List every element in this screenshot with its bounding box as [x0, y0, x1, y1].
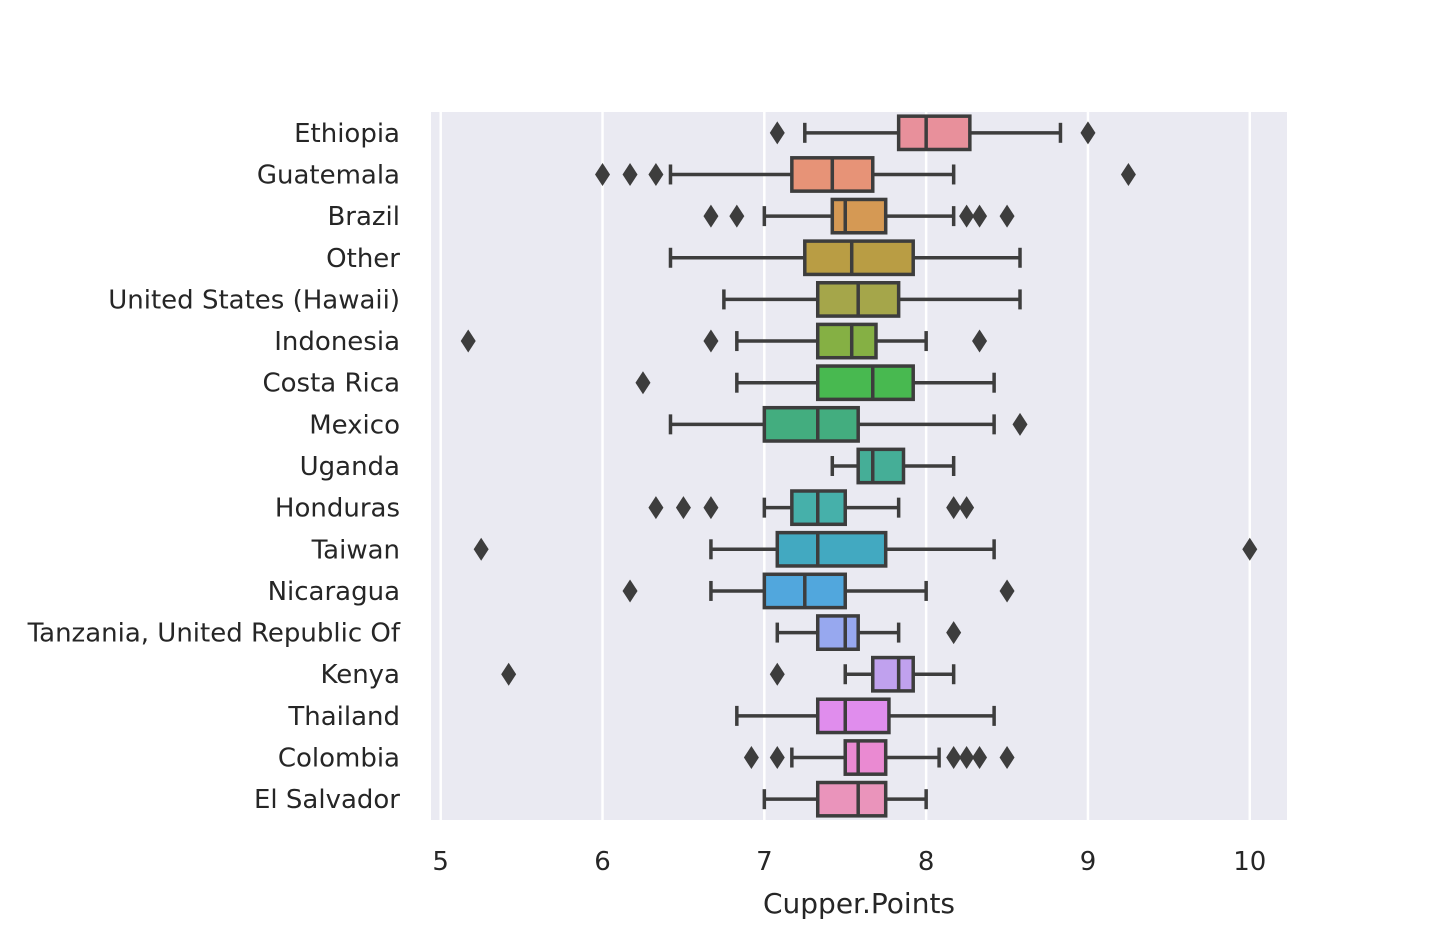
box-group [460, 322, 988, 360]
box-group [595, 156, 1136, 193]
outlier-point [1120, 162, 1136, 186]
outlier-point [501, 662, 517, 686]
iqr-box [856, 447, 906, 485]
outlier-point [622, 162, 638, 186]
outlier-point [769, 662, 785, 686]
y-category-label: Uganda [300, 452, 400, 482]
box-group [635, 364, 996, 402]
x-tick-labels: 5 6 7 8 9 10 [432, 847, 1266, 877]
outlier-point [999, 579, 1015, 603]
x-tick-label: 5 [432, 847, 449, 877]
outlier-point [703, 204, 719, 228]
box-group [775, 614, 962, 651]
iqr-box [871, 655, 915, 693]
outlier-point [460, 329, 476, 353]
y-category-label: Ethiopia [294, 119, 400, 149]
iqr-box [762, 405, 860, 443]
y-category-label: El Salvador [254, 785, 400, 815]
outlier-point [959, 204, 975, 228]
outlier-point [999, 746, 1015, 770]
y-category-label: Honduras [275, 494, 400, 524]
box-group [622, 572, 1015, 610]
y-category-label: Thailand [287, 702, 400, 732]
x-axis-title: Cupper.Points [763, 887, 955, 920]
y-category-labels: Ethiopia Guatemala Brazil Other United State… [27, 119, 401, 815]
outlier-point [769, 121, 785, 145]
outlier-point [743, 746, 759, 770]
box-group [648, 489, 975, 527]
outlier-point [703, 496, 719, 520]
y-category-label: Brazil [327, 202, 400, 232]
iqr-box [815, 697, 891, 735]
iqr-box [815, 322, 878, 360]
box-group [668, 405, 1028, 443]
y-category-label: Other [326, 244, 400, 274]
outlier-point [648, 496, 664, 520]
outlier-point [635, 371, 651, 395]
box-group [830, 447, 956, 485]
iqr-box [815, 364, 915, 402]
iqr-box [830, 197, 888, 235]
outlier-point [769, 746, 785, 770]
iqr-box [815, 780, 888, 818]
outlier-point [972, 204, 988, 228]
outlier-point [648, 162, 664, 186]
y-category-label: Taiwan [311, 535, 400, 565]
outlier-point [703, 329, 719, 353]
y-category-label: Tanzania, United Republic Of [27, 619, 401, 649]
outlier-point [959, 746, 975, 770]
outlier-point [946, 621, 962, 645]
box-group [703, 197, 1015, 235]
outlier-point [675, 496, 691, 520]
iqr-box [803, 239, 915, 277]
box-group [473, 530, 1258, 568]
y-category-label: Mexico [309, 410, 400, 440]
outlier-point [473, 537, 489, 561]
y-category-label: Indonesia [274, 327, 400, 357]
y-category-label: Nicaragua [268, 577, 400, 607]
outlier-point [946, 746, 962, 770]
box-group [668, 239, 1022, 277]
x-tick-label: 10 [1233, 847, 1266, 877]
y-category-label: United States (Hawaii) [108, 285, 400, 315]
outlier-point [1242, 537, 1258, 561]
outlier-point [999, 204, 1015, 228]
outlier-point [1080, 121, 1096, 145]
outlier-point [1012, 412, 1028, 436]
box-group [743, 739, 1015, 776]
x-tick-label: 9 [1080, 847, 1097, 877]
box-group [501, 655, 956, 693]
outlier-point [729, 204, 745, 228]
box-series [460, 114, 1258, 818]
outlier-point [972, 329, 988, 353]
x-tick-label: 8 [918, 847, 935, 877]
x-tick-label: 6 [594, 847, 611, 877]
box-group [722, 281, 1022, 318]
outlier-point [946, 496, 962, 520]
box-group [769, 114, 1096, 152]
iqr-box [815, 614, 860, 651]
iqr-box [896, 114, 972, 152]
x-tick-label: 7 [756, 847, 773, 877]
iqr-box [775, 530, 888, 568]
box-group [762, 780, 928, 818]
y-category-label: Guatemala [257, 160, 400, 190]
outlier-point [959, 496, 975, 520]
iqr-box [843, 739, 888, 776]
y-category-label: Kenya [320, 660, 400, 690]
outlier-point [595, 162, 611, 186]
outlier-point [622, 579, 638, 603]
outlier-point [972, 746, 988, 770]
box-group [735, 697, 996, 735]
y-category-label: Costa Rica [262, 369, 400, 399]
y-category-label: Colombia [278, 744, 400, 774]
